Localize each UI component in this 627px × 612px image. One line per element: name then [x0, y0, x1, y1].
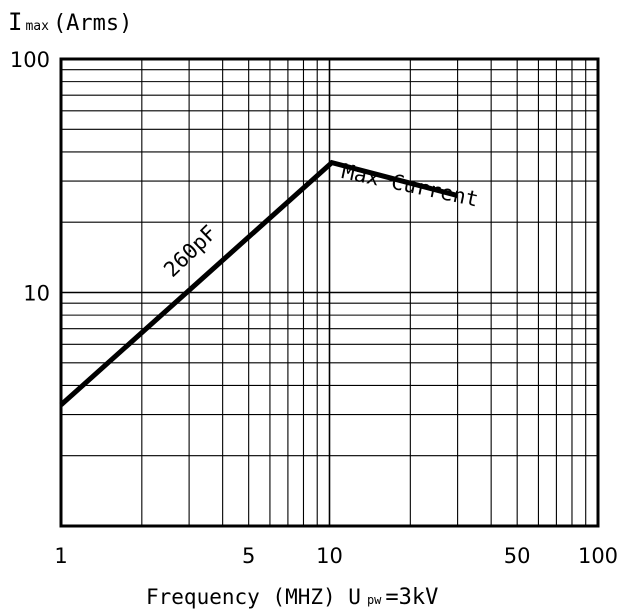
- y-tick-labels: 10 100: [10, 48, 50, 306]
- y-title-unit: (Arms): [53, 11, 132, 36]
- x-tick-label: 5: [242, 544, 255, 568]
- grid: [61, 59, 598, 526]
- x-title-sub: pw: [367, 593, 382, 607]
- series-line: [59, 159, 459, 407]
- y-title-main: I: [8, 8, 22, 36]
- x-tick-label: 50: [504, 544, 531, 568]
- x-title-tail: =3kV: [385, 585, 438, 610]
- x-axis-title: Frequency (MHZ) U pw =3kV: [146, 585, 438, 610]
- plot-frame: [59, 57, 600, 528]
- x-tick-label: 10: [316, 544, 343, 568]
- x-tick-labels: 1 5 10 50 100: [54, 544, 618, 568]
- x-tick-label: 100: [578, 544, 618, 568]
- y-tick-label: 10: [23, 282, 50, 306]
- y-tick-label: 100: [10, 48, 50, 72]
- y-title-sub: max: [25, 19, 49, 34]
- series-layer: [59, 159, 459, 407]
- x-tick-label: 1: [54, 544, 67, 568]
- x-title-main: Frequency (MHZ) U: [146, 585, 361, 609]
